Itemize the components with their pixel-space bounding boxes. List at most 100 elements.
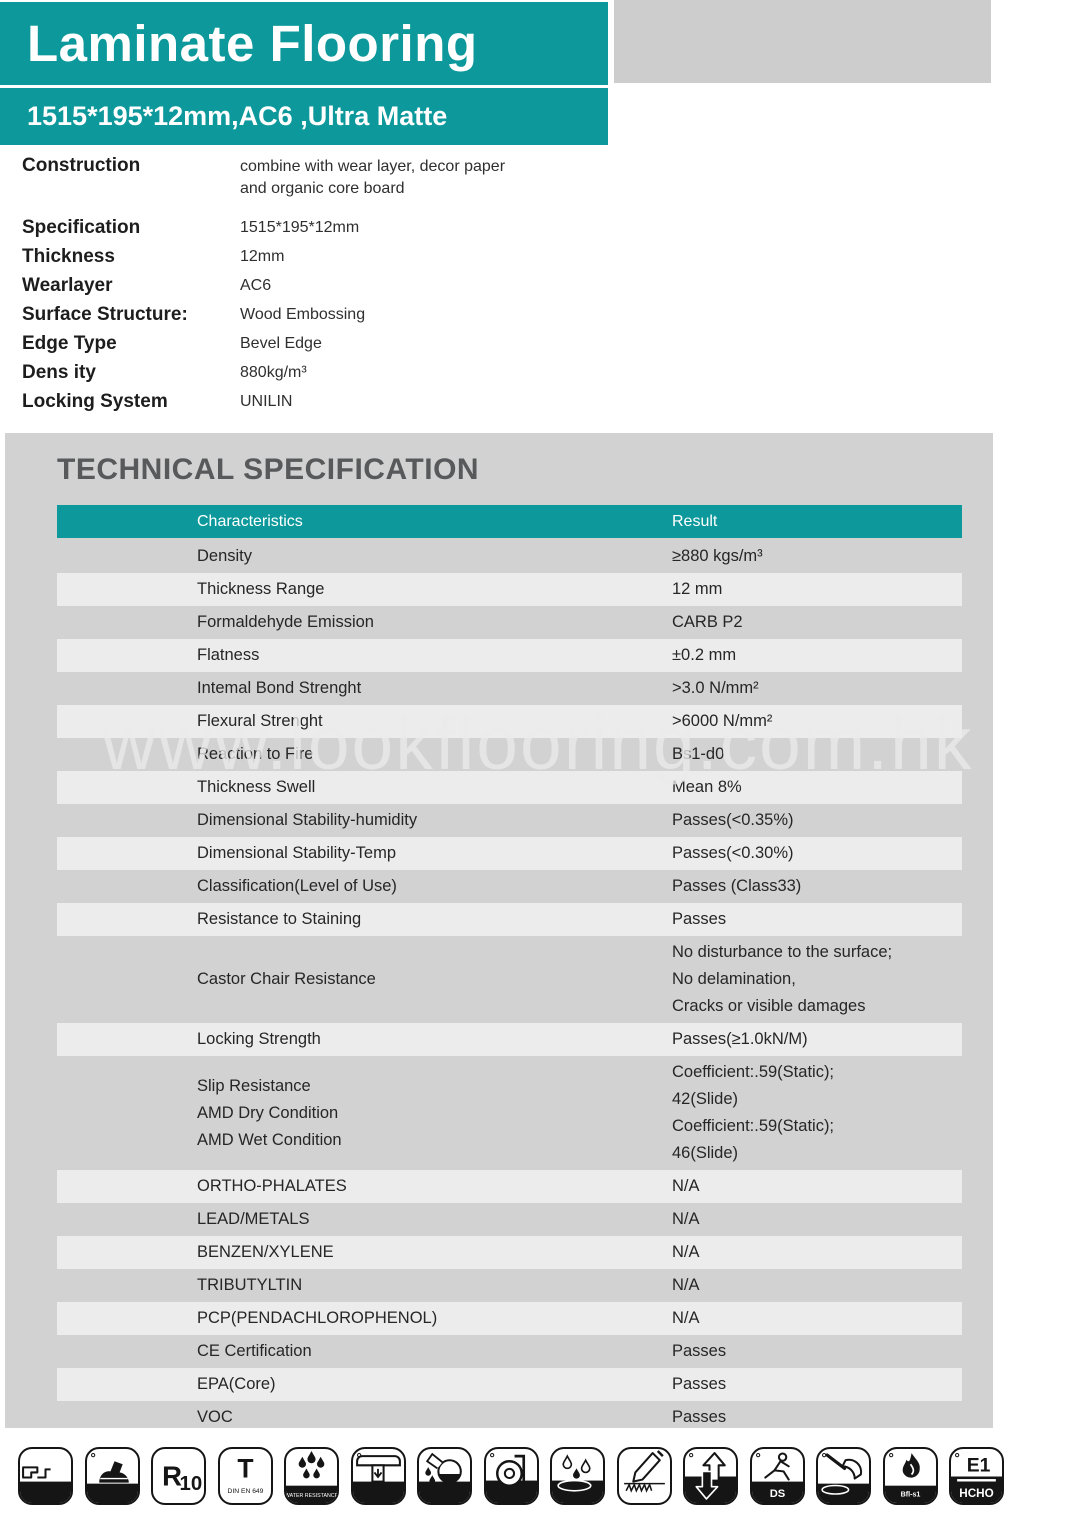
characteristic-cell: Intemal Bond Strenght — [197, 679, 362, 697]
characteristic-cell: Thickness Range — [197, 580, 325, 598]
product-spec-label: Construction — [22, 155, 141, 176]
r10-slip-rating-icon: R 10 — [151, 1447, 206, 1505]
table-row: Locking Strength Passes(≥1.0kN/M) — [57, 1023, 962, 1056]
table-row: Flexural Strenght >6000 N/mm² — [57, 705, 962, 738]
characteristic-cell: CE Certification — [197, 1342, 312, 1360]
table-row: Dimensional Stability-Temp Passes(<0.30%… — [57, 837, 962, 870]
result-cell: Passes — [672, 1408, 727, 1426]
technical-specification-section: TECHNICAL SPECIFICATION Characteristics … — [5, 433, 993, 1428]
technical-spec-table: Characteristics Result Density ≥880 kgs/… — [57, 505, 962, 1434]
click-lock-icon — [18, 1447, 73, 1505]
product-spec-value: Wood Embossing — [240, 306, 366, 323]
moisture-spill-icon — [550, 1447, 605, 1505]
characteristic-cell: Locking Strength — [197, 1030, 321, 1048]
result-cell: Mean 8% — [672, 778, 742, 796]
table-row: TRIBUTYLTIN N/A — [57, 1269, 962, 1302]
product-spec-value: Bevel Edge — [240, 335, 322, 352]
product-spec-label: Surface Structure: — [22, 304, 188, 325]
plunger-spill-icon — [816, 1447, 871, 1505]
slip-resistance-ds-icon: DS — [749, 1447, 805, 1505]
characteristic-cell: LEAD/METALS — [197, 1210, 310, 1228]
table-row: VOC Passes — [57, 1401, 962, 1434]
page-title: Laminate Flooring — [27, 15, 478, 72]
characteristic-cell: ORTHO-PHALATES — [197, 1177, 347, 1195]
table-row: Resistance to Staining Passes — [57, 903, 962, 936]
product-subtitle: 1515*195*12mm,AC6 ,Ultra Matte — [27, 101, 448, 131]
table-row: BENZEN/XYLENE N/A — [57, 1236, 962, 1269]
svg-text:HCHO: HCHO — [959, 1487, 993, 1500]
characteristic-cell: Flexural Strenght — [197, 712, 323, 730]
result-cell: N/A — [672, 1276, 700, 1294]
product-spec-label: Locking System — [22, 391, 168, 412]
castor-wheel-icon — [483, 1447, 539, 1505]
table-row: Flatness ±0.2 mm — [57, 639, 962, 672]
table-row: LEAD/METALS N/A — [57, 1203, 962, 1236]
svg-text:10: 10 — [180, 1473, 203, 1495]
svg-text:E1: E1 — [967, 1454, 991, 1476]
characteristic-cell: VOC — [197, 1408, 233, 1426]
svg-text:DIN EN 649: DIN EN 649 — [227, 1488, 263, 1495]
column-header-result: Result — [672, 513, 718, 530]
characteristic-cell: EPA(Core) — [197, 1375, 276, 1393]
result-cell: N/A — [672, 1177, 700, 1195]
characteristic-cell: Castor Chair Resistance — [197, 970, 376, 988]
product-spec-row: Thickness 12mm — [22, 242, 662, 271]
result-cell: Passes(<0.30%) — [672, 844, 794, 862]
table-row: Castor Chair Resistance No disturbance t… — [57, 936, 962, 1023]
product-spec-label: Specification — [22, 217, 141, 238]
characteristic-cell: PCP(PENDACHLOROPHENOL) — [197, 1309, 438, 1327]
certification-icons-row: R 10 T DIN EN 649 WATER RESISTANCE DS Bfl-… — [18, 1447, 1004, 1505]
table-row: Dimensional Stability-humidity Passes(<0… — [57, 804, 962, 837]
result-cell: Passes(≥1.0kN/M) — [672, 1030, 808, 1048]
svg-text:WATER RESISTANCE: WATER RESISTANCE — [286, 1493, 337, 1499]
product-spec-row: Locking System UNILIN — [22, 387, 662, 416]
table-row: Thickness Range 12 mm — [57, 573, 962, 606]
table-row: PCP(PENDACHLOROPHENOL) N/A — [57, 1302, 962, 1335]
product-spec-row: Dens ity 880kg/m³ — [22, 358, 662, 387]
table-header-row: Characteristics Result — [57, 505, 962, 538]
product-spec-row: Edge Type Bevel Edge — [22, 329, 662, 358]
table-row: Thickness Swell Mean 8% — [57, 771, 962, 804]
product-spec-row: Construction combine with wear layer, de… — [22, 151, 662, 200]
product-spec-label: Dens ity — [22, 362, 96, 383]
characteristic-cell: BENZEN/XYLENE — [197, 1243, 334, 1261]
product-spec-row: Wearlayer AC6 — [22, 271, 662, 300]
table-row: Intemal Bond Strenght >3.0 N/mm² — [57, 672, 962, 705]
product-spec-value: 1515*195*12mm — [240, 219, 360, 236]
table-row: CE Certification Passes — [57, 1335, 962, 1368]
scratch-resistance-icon — [616, 1447, 672, 1505]
svg-text:R: R — [162, 1461, 182, 1492]
result-cell: N/A — [672, 1210, 700, 1228]
result-cell: Coefficient:.59(Static); 42(Slide) Coeff… — [672, 1063, 835, 1162]
table-row: Formaldehyde Emission CARB P2 — [57, 606, 962, 639]
characteristic-cell: Formaldehyde Emission — [197, 613, 374, 631]
characteristic-cell: Classification(Level of Use) — [197, 877, 397, 895]
title-bar: Laminate Flooring — [0, 2, 608, 85]
result-cell: >3.0 N/mm² — [672, 679, 759, 697]
table-row: Reaction to Fire Bs1-d0 — [57, 738, 962, 771]
result-cell: N/A — [672, 1309, 700, 1327]
result-cell: >6000 N/mm² — [672, 712, 773, 730]
svg-text:T: T — [237, 1454, 253, 1484]
result-cell: Passes(<0.35%) — [672, 811, 794, 829]
characteristic-cell: Dimensional Stability-humidity — [197, 811, 418, 829]
svg-text:DS: DS — [769, 1488, 785, 1500]
table-row: Density ≥880 kgs/m³ — [57, 540, 962, 573]
characteristic-cell: Dimensional Stability-Temp — [197, 844, 396, 862]
product-spec-label: Wearlayer — [22, 275, 113, 296]
result-cell: CARB P2 — [672, 613, 743, 631]
fire-rating-icon: Bfl-s1 — [882, 1447, 938, 1505]
header-gray-box — [614, 0, 991, 83]
product-spec-label: Thickness — [22, 246, 115, 267]
water-resistance-icon: WATER RESISTANCE — [284, 1447, 339, 1505]
chemical-resistance-icon — [417, 1447, 472, 1505]
product-spec-value: combine with wear layer, decor paper and… — [240, 158, 506, 197]
result-cell: No disturbance to the surface; No delami… — [672, 943, 893, 1015]
characteristic-cell: Density — [197, 547, 253, 565]
svg-text:Bfl-s1: Bfl-s1 — [900, 1490, 920, 1498]
characteristic-cell: Slip Resistance AMD Dry Condition AMD We… — [197, 1076, 342, 1149]
product-spec-value: 12mm — [240, 248, 285, 265]
product-spec-value: UNILIN — [240, 393, 293, 410]
characteristic-cell: TRIBUTYLTIN — [197, 1276, 303, 1294]
